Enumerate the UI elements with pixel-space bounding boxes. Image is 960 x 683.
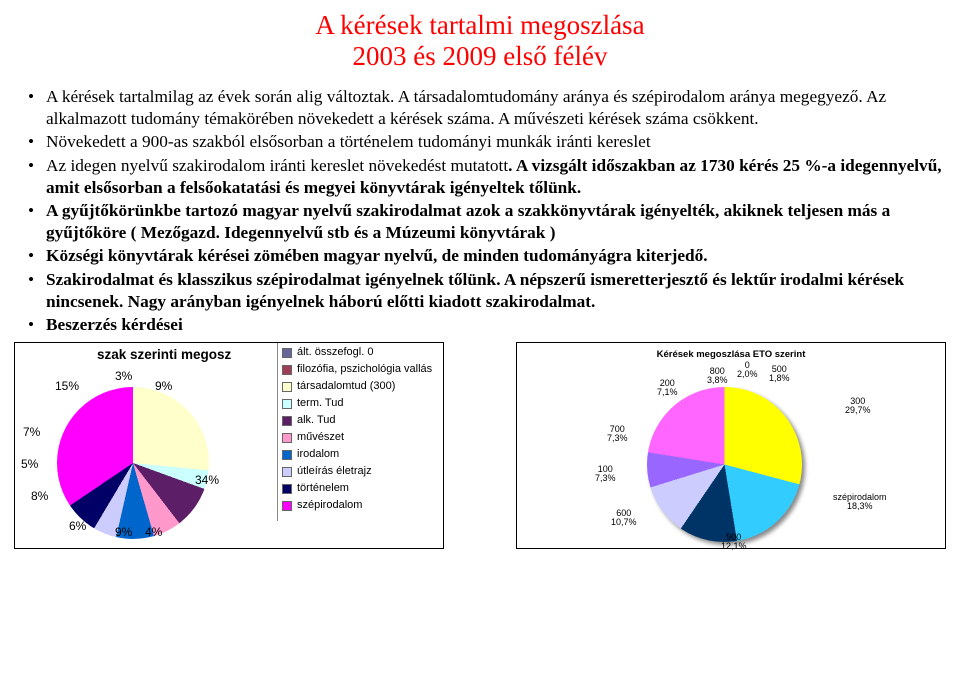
pie-right-label: 1007,3% [595,465,616,484]
pie-left [57,387,209,539]
chart-left-pie: szak szerinti megosz 3% 9% 34% 4% 9% 6% 8% 5% 7%… [14,342,444,549]
chart-right-pie: Kérések megoszlása ETO szerint 8003,8% 20… [516,342,946,549]
legend-item: term. Tud [282,398,439,410]
title-block: A kérések tartalmi megoszlása 2003 és 20… [0,0,960,72]
pct-label: 3% [115,369,132,383]
pie-right-label: szépirodalom18,3% [833,493,887,512]
bullet-2: Az idegen nyelvű szakirodalom iránti ker… [34,155,942,198]
title-line-1: A kérések tartalmi megoszlása [0,10,960,41]
pie-right-label: 30029,7% [845,397,871,416]
pct-label: 34% [195,473,219,487]
pie-right [647,387,802,542]
chart-left-title: szak szerinti megosz [97,347,231,362]
title-line-2: 2003 és 2009 első félév [0,41,960,72]
pie-right-label: 7007,3% [607,425,628,444]
pct-label: 8% [31,489,48,503]
bullet-3: A gyűjtőkörünkbe tartozó magyar nyelvű s… [34,200,942,243]
bullet-0: A kérések tartalmilag az évek során alig… [34,86,942,129]
pie-right-label: 90012,1% [721,533,747,552]
bullet-5: Szakirodalmat és klasszikus szépirodalma… [34,269,942,312]
charts-row: szak szerinti megosz 3% 9% 34% 4% 9% 6% 8% 5% 7%… [0,338,960,549]
pct-label: 15% [55,379,79,393]
pct-label: 7% [23,425,40,439]
pct-label: 6% [69,519,86,533]
legend-item: útleírás életrajz [282,466,439,478]
pct-label: 5% [21,457,38,471]
pct-label: 9% [115,525,132,539]
legend-item: társadalomtud (300) [282,381,439,393]
bullet-1: Növekedett a 900-as szakból elsősorban a… [34,131,942,153]
pie-right-label: 5001,8% [769,365,790,384]
legend-item: szépirodalom [282,500,439,512]
bullet-list: A kérések tartalmilag az évek során alig… [0,72,960,336]
pie-right-label: 02,0% [737,361,758,380]
legend-item: alk. Tud [282,415,439,427]
legend-left: ált. összefogl. 0 filozófia, pszichológia… [277,343,443,521]
pct-label: 9% [155,379,172,393]
legend-item: irodalom [282,449,439,461]
pie-right-label: 60010,7% [611,509,637,528]
bullet-4: Községi könyvtárak kérései zömében magya… [34,245,942,267]
legend-item: történelem [282,483,439,495]
legend-item: filozófia, pszichológia vallás [282,364,439,376]
pie-right-label: 8003,8% [707,367,728,386]
chart-right-title: Kérések megoszlása ETO szerint [517,349,945,360]
pie-left-wrap [57,387,209,539]
bullet-6: Beszerzés kérdései [34,314,942,336]
legend-item: művészet [282,432,439,444]
legend-item: ált. összefogl. 0 [282,347,439,359]
pie-right-label: 2007,1% [657,379,678,398]
pct-label: 4% [145,525,162,539]
pie-right-wrap [647,387,802,542]
